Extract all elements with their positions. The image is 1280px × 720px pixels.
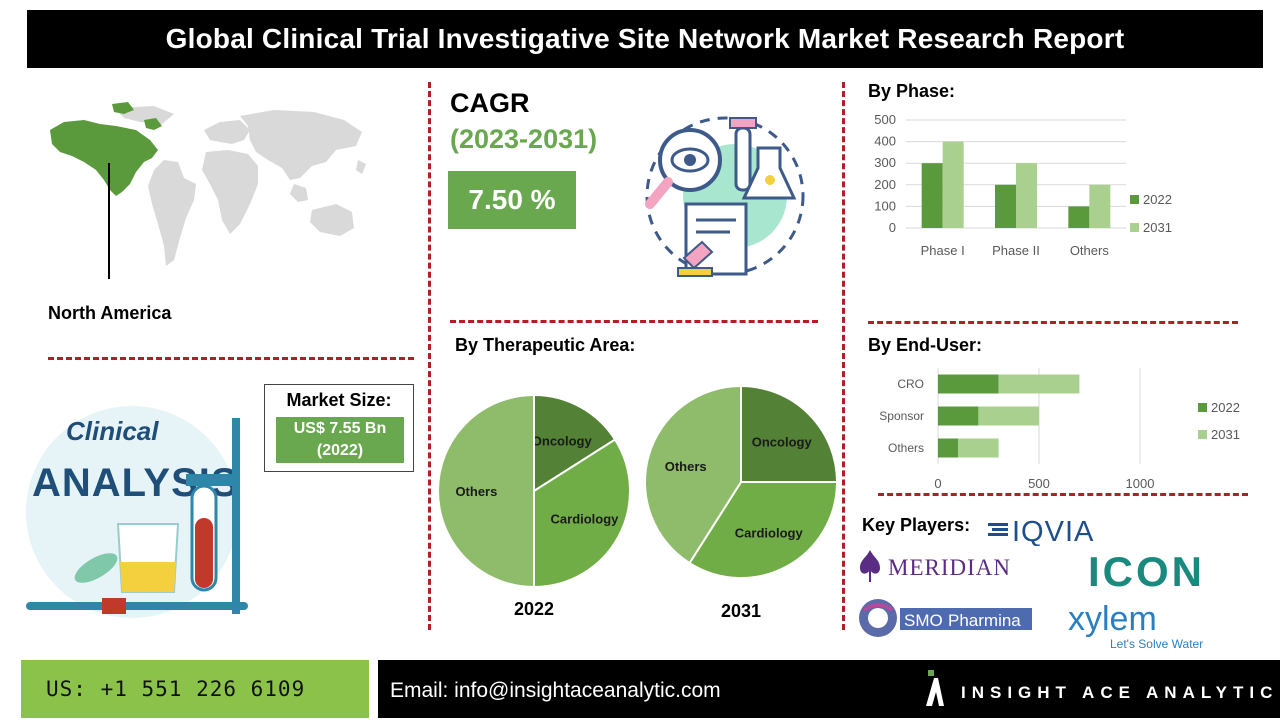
y-tick-label: 100	[874, 198, 896, 213]
region-label: North America	[48, 303, 172, 323]
bar-2022-cro	[938, 374, 999, 394]
divider-vertical-left	[428, 82, 431, 630]
pie-label-cardiology: Cardiology	[551, 512, 620, 527]
bar-2022-sponsor	[938, 406, 979, 426]
legend-label-2031: 2031	[1143, 220, 1172, 235]
y-tick-label: 0	[889, 220, 896, 235]
y-tick-label: 200	[874, 177, 896, 192]
bar-2022-others	[938, 438, 959, 458]
pie-slice-oncology	[740, 384, 839, 483]
footer-phone[interactable]: US: +1 551 226 6109	[46, 677, 306, 701]
market-size-value: US$ 7.55 Bn (2022)	[276, 417, 404, 463]
phase-title: By Phase:	[868, 81, 956, 101]
meridian-logo: MERIDIAN	[860, 550, 1011, 582]
icon-name: ICON	[1088, 548, 1205, 592]
therapeutic-pie-2022: Oncology Cardiology Others 2022	[437, 393, 631, 619]
lab-research-icon	[645, 116, 805, 277]
pie-label-others: Others	[455, 484, 497, 499]
pie-slice-cardiology	[533, 438, 631, 589]
bar-2031-phase-ii	[1016, 163, 1037, 228]
footer-email[interactable]: Email: info@insightaceanalytic.com	[390, 679, 721, 702]
market-size-label: Market Size:	[286, 390, 392, 410]
meridian-name: MERIDIAN	[888, 555, 1011, 580]
insight-ace-logo-icon	[926, 670, 944, 706]
pharmina-name: Pharmina	[948, 611, 1021, 630]
legend-swatch-2022	[1130, 195, 1139, 204]
market-size-year: (2022)	[316, 442, 364, 459]
legend-swatch-2031	[1198, 430, 1207, 439]
icon-logo: ICON	[1088, 548, 1205, 592]
x-tick-label: 1000	[1126, 476, 1155, 491]
y-tick-label: Others	[888, 441, 924, 455]
legend-label-2022: 2022	[1211, 400, 1240, 415]
legend-swatch-2031	[1130, 223, 1139, 232]
page-title: Global Clinical Trial Investigative Site…	[165, 23, 1125, 54]
legend-swatch-2022	[1198, 403, 1207, 412]
xylem-logo: xylem Let's Solve Water	[1068, 600, 1203, 651]
iqvia-logo: IQVIA	[988, 516, 1094, 546]
divider-left	[48, 357, 414, 360]
illustration-line1: Clinical	[66, 416, 159, 446]
bar-2022-phase-ii	[995, 184, 1016, 228]
pie-label-oncology: Oncology	[752, 434, 813, 449]
x-tick-label: Phase I	[921, 243, 965, 258]
therapeutic-title: By Therapeutic Area:	[455, 335, 636, 355]
footer-email-bar	[378, 660, 1280, 718]
footer-brand: INSIGHT ACE ANALYTIC	[961, 683, 1279, 702]
end-user-title: By End-User:	[868, 335, 983, 355]
market-size-amount: US$ 7.55 Bn	[293, 420, 387, 437]
clinical-analysis-illustration: Clinical ANALYSIS	[26, 406, 248, 618]
pie-slice-others	[437, 393, 535, 589]
xylem-name: xylem	[1068, 600, 1157, 638]
bar-2031-others	[1089, 184, 1111, 228]
bar-2031-phase-i	[942, 141, 964, 228]
divider-center	[450, 320, 818, 323]
y-tick-label: Sponsor	[879, 409, 924, 423]
legend-label-2022: 2022	[1143, 192, 1172, 207]
bar-2031-cro	[998, 374, 1080, 394]
y-tick-label: 500	[874, 112, 896, 127]
divider-right-top	[868, 321, 1238, 324]
pie-year-label: 2031	[721, 601, 761, 621]
bar-2022-others	[1068, 206, 1090, 228]
y-tick-label: 400	[874, 134, 896, 149]
footer-phone-bar	[21, 660, 369, 718]
pie-label-others: Others	[665, 459, 707, 474]
divider-vertical-right	[842, 82, 845, 630]
y-tick-label: CRO	[897, 377, 924, 391]
legend-label-2031: 2031	[1211, 427, 1240, 442]
x-tick-label: 500	[1028, 476, 1050, 491]
x-tick-label: 0	[934, 476, 941, 491]
pie-year-label: 2022	[514, 599, 554, 619]
end-user-bar-chart: 0 500 1000 CRO Sponsor Others 2022 2031	[879, 368, 1240, 491]
x-tick-label: Others	[1070, 243, 1110, 258]
smo-pharmina-logo: SMO Pharmina	[859, 599, 1032, 637]
key-players-title: Key Players:	[862, 515, 971, 535]
title-bar: Global Clinical Trial Investigative Site…	[27, 10, 1263, 68]
map-pointer-line	[108, 163, 110, 279]
pie-slice-oncology	[533, 393, 617, 493]
bar-2031-sponsor	[978, 406, 1039, 426]
phase-bar-chart: 0 100 200 300 400 500 Phase I Phase II Others 202…	[874, 112, 1172, 258]
pie-slice-others	[644, 384, 742, 565]
cagr-years: (2023-2031)	[450, 124, 598, 154]
world-map	[50, 102, 366, 266]
iqvia-name: IQVIA	[1012, 516, 1094, 546]
xylem-tagline: Let's Solve Water	[1110, 637, 1203, 651]
divider-right-bottom	[878, 493, 1248, 496]
therapeutic-pie-2031: Oncology Cardiology Others 2031	[644, 384, 839, 621]
smo-name: SMO	[904, 611, 943, 630]
pie-label-cardiology: Cardiology	[735, 525, 804, 540]
bar-2022-phase-i	[921, 163, 943, 228]
cagr-value: 7.50 %	[448, 171, 576, 229]
y-tick-label: 300	[874, 155, 896, 170]
cagr-label: CAGR	[450, 88, 530, 118]
x-tick-label: Phase II	[992, 243, 1040, 258]
bar-2031-others	[958, 438, 999, 458]
pie-label-oncology: Oncology	[532, 434, 593, 449]
